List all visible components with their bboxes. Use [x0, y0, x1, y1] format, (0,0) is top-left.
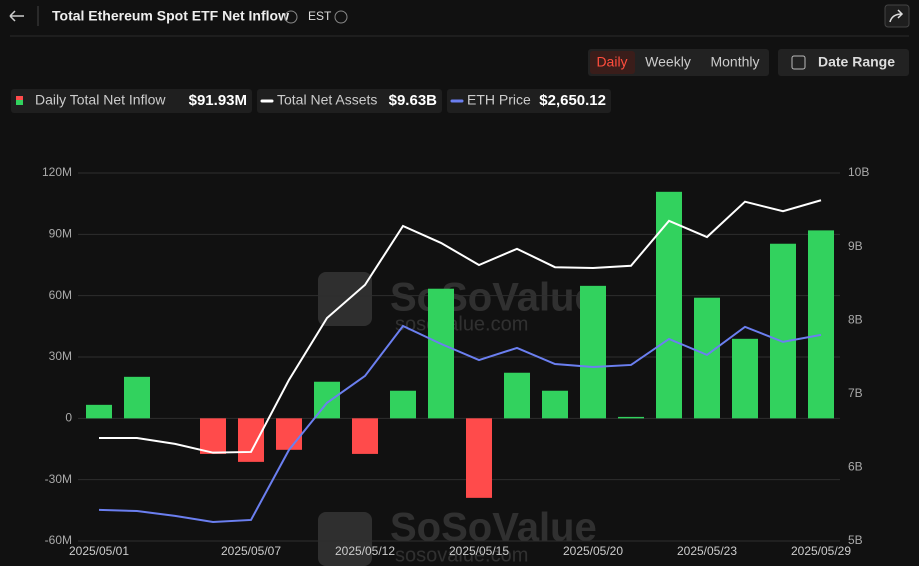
watermark-text: SoSoValue: [390, 276, 597, 320]
legend-item: [257, 89, 442, 113]
bar: [238, 418, 264, 462]
x-tick-label: 2025/05/15: [449, 544, 509, 558]
x-tick-label: 2025/05/07: [221, 544, 281, 558]
watermark-url: sosovalue.com: [395, 544, 528, 566]
watermark: SoSoValue sosovalue.com SoSoValue sosova…: [318, 272, 597, 566]
share-button[interactable]: [884, 4, 910, 28]
info-icon[interactable]: [284, 10, 298, 24]
bar: [466, 418, 492, 498]
line: [98, 324, 822, 523]
bar: [86, 404, 112, 419]
legend-value: $2,650.12: [539, 92, 606, 109]
y-tick-label: 30M: [49, 349, 72, 363]
bar: [200, 418, 226, 454]
bar: [694, 297, 720, 419]
y2-tick-label: 7B: [848, 386, 863, 400]
legend-swatch: [16, 100, 23, 105]
calendar-icon: [791, 55, 806, 70]
daily-button[interactable]: [590, 51, 635, 74]
x-tick-label: 2025/05/20: [563, 544, 623, 558]
legend-label: Total Net Assets: [277, 92, 377, 108]
bar: [732, 338, 758, 419]
line: [99, 199, 822, 454]
y-tick-label: 90M: [49, 227, 72, 241]
bar: [390, 390, 416, 419]
legend-swatch: [16, 96, 23, 100]
y2-tick-label: 5B: [848, 533, 863, 547]
y-tick-label: 120M: [42, 165, 72, 179]
bar: [542, 390, 568, 419]
date-range-button[interactable]: [778, 49, 909, 76]
bar: [770, 243, 796, 419]
watermark-text: SoSoValue: [390, 506, 597, 550]
weekly-button[interactable]: Weekly: [645, 54, 691, 70]
bar: [504, 372, 530, 419]
y2-tick-label: 8B: [848, 312, 863, 326]
legend-label: ETH Price: [467, 92, 531, 108]
y-tick-label: -60M: [45, 533, 72, 547]
legend-item: [11, 89, 252, 113]
legend-value: $91.93M: [189, 92, 247, 109]
watermark-logo: [318, 272, 372, 326]
y-tick-label: 0: [65, 411, 72, 425]
bar: [276, 418, 302, 450]
x-tick-label: 2025/05/23: [677, 544, 737, 558]
legend-label: Daily Total Net Inflow: [35, 92, 166, 108]
bar: [580, 285, 606, 419]
bar: [428, 288, 454, 419]
watermark-logo: [318, 512, 372, 566]
bar: [124, 376, 150, 419]
x-tick-label: 2025/05/01: [69, 544, 129, 558]
y2-tick-label: 6B: [848, 460, 863, 474]
back-button[interactable]: [9, 10, 24, 22]
x-tick-label: 2025/05/12: [335, 544, 395, 558]
bar: [808, 230, 834, 419]
monthly-button[interactable]: Monthly: [710, 54, 759, 70]
daily-button-label[interactable]: Daily: [596, 54, 627, 70]
bar: [352, 418, 378, 454]
timezone: EST: [308, 9, 332, 23]
date-range-label[interactable]: Date Range: [818, 54, 895, 70]
x-tick-label: 2025/05/29: [791, 544, 851, 558]
y-tick-label: 60M: [49, 288, 72, 302]
page-title: Total Ethereum Spot ETF Net Inflow: [52, 8, 289, 24]
y2-tick-label: 9B: [848, 239, 863, 253]
y-tick-label: -30M: [45, 472, 72, 486]
info-icon[interactable]: [334, 10, 348, 24]
legend-item: [447, 89, 611, 113]
share-icon: [889, 9, 904, 23]
y2-tick-label: 10B: [848, 165, 869, 179]
bar: [618, 416, 644, 419]
legend-value: $9.63B: [389, 92, 438, 109]
